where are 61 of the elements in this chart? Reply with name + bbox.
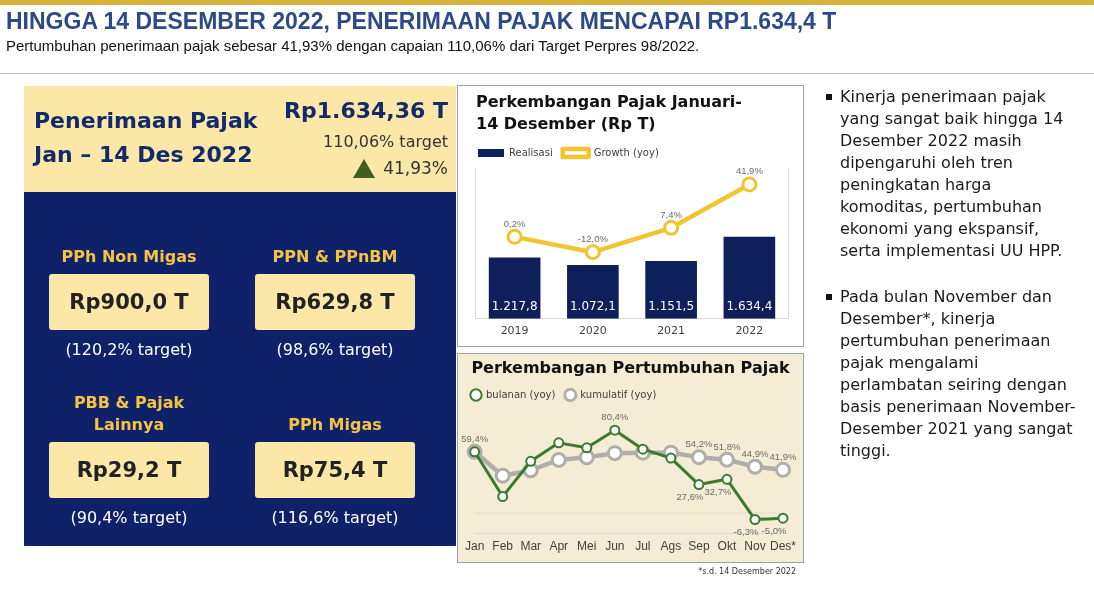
text: PPN & PPnBM [271, 246, 399, 268]
text: (90,4% target) [69, 508, 189, 527]
text: *s.d. 14 Desember 2022 [698, 567, 796, 576]
legend-label: bulanan (yoy) [486, 388, 556, 400]
legend-label: Realisasi [509, 146, 553, 158]
text: (120,2% target) [64, 340, 194, 359]
text: Pada bulan November dan Desember*, kinerja pertumbuhan penerimaan pajak mengalami perlambatan seiring dengan basis penerimaan November-Desember 2021 yang sangat tinggi. [840, 286, 1077, 462]
x-tick-label: Ags [660, 539, 682, 554]
text: PBB & Pajak Lainnya [72, 392, 186, 436]
text: PPh Migas [287, 414, 383, 436]
data-label: 80,4% [601, 411, 629, 423]
x-tick-label: Sep [688, 539, 710, 554]
text: 41,93% [383, 158, 448, 178]
data-label: 41,9% [735, 165, 764, 177]
text: (98,6% target) [275, 340, 395, 359]
x-tick-label: 2019 [500, 324, 529, 338]
text: 110,06% target [323, 132, 448, 151]
x-tick-label: Mar [520, 539, 542, 554]
chart-title: Perkembangan Pajak Januari-14 Desember (Rp T) [476, 91, 743, 135]
x-tick-label: Jun [605, 539, 625, 554]
x-tick-label: 2020 [578, 324, 607, 338]
data-label: 54,2% [685, 438, 713, 450]
x-tick-label: Okt [717, 539, 737, 554]
data-label: 1.151,5 [648, 298, 695, 313]
x-tick-label: Feb [492, 539, 514, 554]
legend-label: kumulatif (yoy) [580, 388, 657, 400]
legend-label: Growth (yoy) [593, 146, 659, 158]
data-label: 1.217,8 [491, 298, 538, 313]
x-tick-label: Nov [744, 539, 766, 554]
x-tick-label: 2021 [657, 324, 686, 338]
data-label: 44,9% [741, 447, 769, 459]
x-tick-label: Jan [464, 539, 485, 554]
text: Rp29,2 T [49, 442, 209, 498]
text: Rp75,4 T [255, 442, 415, 498]
x-tick-label: Mei [577, 539, 597, 554]
data-label: 32,7% [704, 485, 732, 497]
data-label: -6,3% [733, 525, 759, 537]
data-label: 59,4% [461, 432, 489, 444]
text: PPh Non Migas [60, 246, 198, 268]
data-label: 51,8% [713, 440, 741, 452]
text: Rp629,8 T [255, 274, 415, 330]
x-tick-label: Des* [769, 539, 797, 554]
data-label: 1.072,1 [569, 298, 616, 313]
x-tick-label: 2022 [735, 324, 764, 338]
data-label: 0,2% [503, 217, 526, 229]
x-tick-label: Apr [549, 539, 569, 554]
text: Penerimaan Pajak Jan – 14 Des 2022 [34, 107, 259, 169]
data-label: 7,4% [660, 208, 683, 220]
text: HINGGA 14 DESEMBER 2022, PENERIMAAN PAJAK MENCAPAI RP1.634,4 T [6, 8, 837, 35]
text: (116,6% target) [270, 508, 400, 527]
data-label: -12,0% [577, 233, 609, 245]
x-tick-label: Jul [635, 539, 651, 554]
data-label: 27,6% [676, 490, 704, 502]
text: Rp1.634,36 T [284, 98, 448, 123]
text: Rp900,0 T [49, 274, 209, 330]
text: Kinerja penerimaan pajak yang sangat baik hingga 14 Desember 2022 masih dipengaruhi oleh tren peningkatan harga komoditas, pertumbuhan ekonomi yang ekspansif, serta implementasi UU HPP. [840, 86, 1065, 262]
data-label: -5,0% [761, 524, 787, 536]
data-label: 1.634,4 [726, 298, 773, 313]
chart-title: Perkembangan Pertumbuhan Pajak [470, 358, 791, 377]
data-label: 41,9% [769, 450, 798, 462]
text: Pertumbuhan penerimaan pajak sebesar 41,93% dengan capaian 110,06% dari Target Perpres 98/2022. [6, 37, 700, 54]
